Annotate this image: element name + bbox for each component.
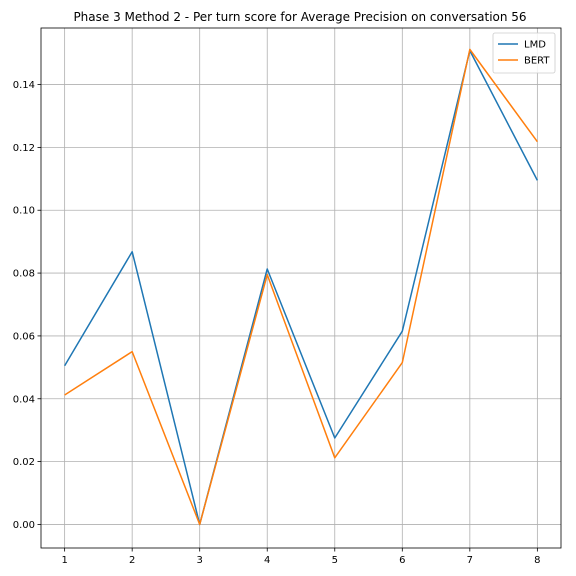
y-tick-label: 0.02 <box>13 457 35 468</box>
y-tick-label: 0.00 <box>13 520 35 531</box>
legend-label-bert: BERT <box>524 56 550 67</box>
y-tick-label: 0.12 <box>13 143 35 154</box>
x-tick-label: 5 <box>332 555 338 566</box>
x-tick-label: 7 <box>467 555 473 566</box>
x-tick-label: 3 <box>197 555 203 566</box>
legend: LMD BERT <box>492 32 556 74</box>
series-layer <box>63 48 539 526</box>
y-tick-label: 0.06 <box>13 331 35 342</box>
y-tick-label: 0.10 <box>13 206 35 217</box>
y-tick-label: 0.04 <box>13 394 35 405</box>
x-tick-label: 6 <box>399 555 405 566</box>
x-tick-label: 4 <box>264 555 270 566</box>
legend-box <box>492 32 556 74</box>
x-tick-label: 2 <box>129 555 135 566</box>
plot-frame <box>40 27 562 549</box>
series-line-bert <box>64 48 538 526</box>
series-line-lmd <box>63 49 539 526</box>
grid <box>41 28 561 548</box>
chart-title: Phase 3 Method 2 - Per turn score for Av… <box>73 10 526 24</box>
y-tick-label: 0.08 <box>13 269 35 280</box>
y-tick-label: 0.14 <box>13 80 35 91</box>
x-tick-label: 8 <box>534 555 540 566</box>
legend-label-lmd: LMD <box>524 40 546 51</box>
ticks: 1 2 3 4 5 6 7 8 0.00 0.02 0.04 0.06 0.08 0.10 0.12 0.14 <box>13 80 541 566</box>
x-tick-label: 1 <box>61 555 67 566</box>
